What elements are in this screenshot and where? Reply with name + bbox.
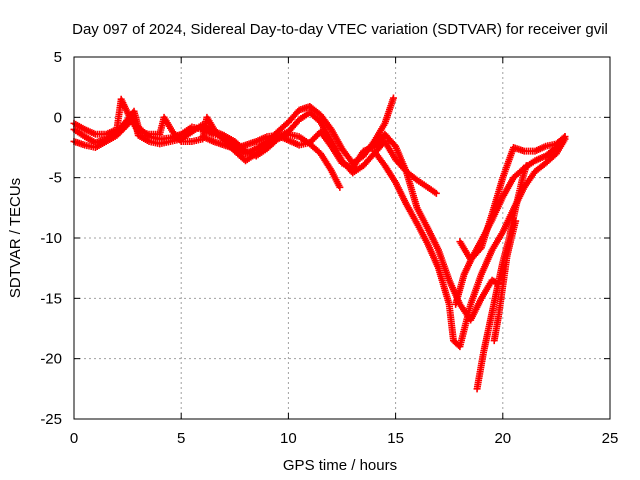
- x-tick-label: 5: [177, 430, 185, 447]
- data-point: [560, 134, 568, 142]
- axes: 0 5 10 15 20 25 -25 -20 -15 -10 -5 0 5: [40, 49, 618, 447]
- data-point: [522, 162, 530, 170]
- chart-title: Day 097 of 2024, Sidereal Day-to-day VTE…: [72, 21, 608, 38]
- y-tick-label: -10: [40, 230, 62, 247]
- x-tick-label: 25: [602, 430, 619, 447]
- data-points: [70, 94, 569, 393]
- data-point: [432, 189, 440, 197]
- data-point: [561, 133, 569, 141]
- x-tick-label: 20: [494, 430, 511, 447]
- y-axis-label: SDTVAR / TECUs: [7, 178, 24, 298]
- x-tick-label: 0: [70, 430, 78, 447]
- data-point: [336, 183, 344, 191]
- data-point: [512, 217, 520, 225]
- y-tick-label: 0: [54, 109, 62, 126]
- x-tick-label: 10: [280, 430, 297, 447]
- y-tick-label: -5: [49, 170, 62, 187]
- data-point: [389, 94, 397, 102]
- x-axis-label: GPS time / hours: [283, 457, 397, 474]
- y-tick-label: -20: [40, 351, 62, 368]
- y-tick-label: -15: [40, 290, 62, 307]
- x-tick-label: 15: [387, 430, 404, 447]
- y-tick-label: 5: [54, 49, 62, 66]
- y-tick-label: -25: [40, 411, 62, 428]
